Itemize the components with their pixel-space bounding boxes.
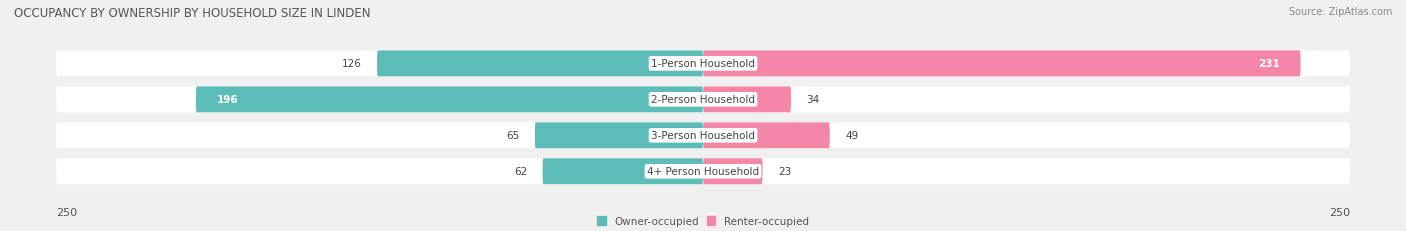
Text: OCCUPANCY BY OWNERSHIP BY HOUSEHOLD SIZE IN LINDEN: OCCUPANCY BY OWNERSHIP BY HOUSEHOLD SIZE… xyxy=(14,7,371,20)
Text: 65: 65 xyxy=(506,131,519,141)
Text: 196: 196 xyxy=(217,95,238,105)
FancyBboxPatch shape xyxy=(56,87,1350,113)
Text: 34: 34 xyxy=(807,95,820,105)
Text: 4+ Person Household: 4+ Person Household xyxy=(647,167,759,176)
Text: 126: 126 xyxy=(342,59,361,69)
Text: 2-Person Household: 2-Person Household xyxy=(651,95,755,105)
FancyBboxPatch shape xyxy=(543,159,703,184)
FancyBboxPatch shape xyxy=(56,159,1350,184)
FancyBboxPatch shape xyxy=(703,123,830,149)
Text: 23: 23 xyxy=(778,167,792,176)
FancyBboxPatch shape xyxy=(703,87,792,113)
FancyBboxPatch shape xyxy=(195,87,703,113)
Text: 3-Person Household: 3-Person Household xyxy=(651,131,755,141)
Text: 49: 49 xyxy=(845,131,859,141)
Text: 62: 62 xyxy=(513,167,527,176)
Text: 250: 250 xyxy=(1329,207,1350,218)
Text: 1-Person Household: 1-Person Household xyxy=(651,59,755,69)
Legend: Owner-occupied, Renter-occupied: Owner-occupied, Renter-occupied xyxy=(598,216,808,226)
FancyBboxPatch shape xyxy=(703,51,1301,77)
FancyBboxPatch shape xyxy=(56,123,1350,149)
Text: 231: 231 xyxy=(1258,59,1279,69)
Text: Source: ZipAtlas.com: Source: ZipAtlas.com xyxy=(1288,7,1392,17)
FancyBboxPatch shape xyxy=(703,159,762,184)
FancyBboxPatch shape xyxy=(56,51,1350,77)
Text: 250: 250 xyxy=(56,207,77,218)
FancyBboxPatch shape xyxy=(377,51,703,77)
FancyBboxPatch shape xyxy=(534,123,703,149)
